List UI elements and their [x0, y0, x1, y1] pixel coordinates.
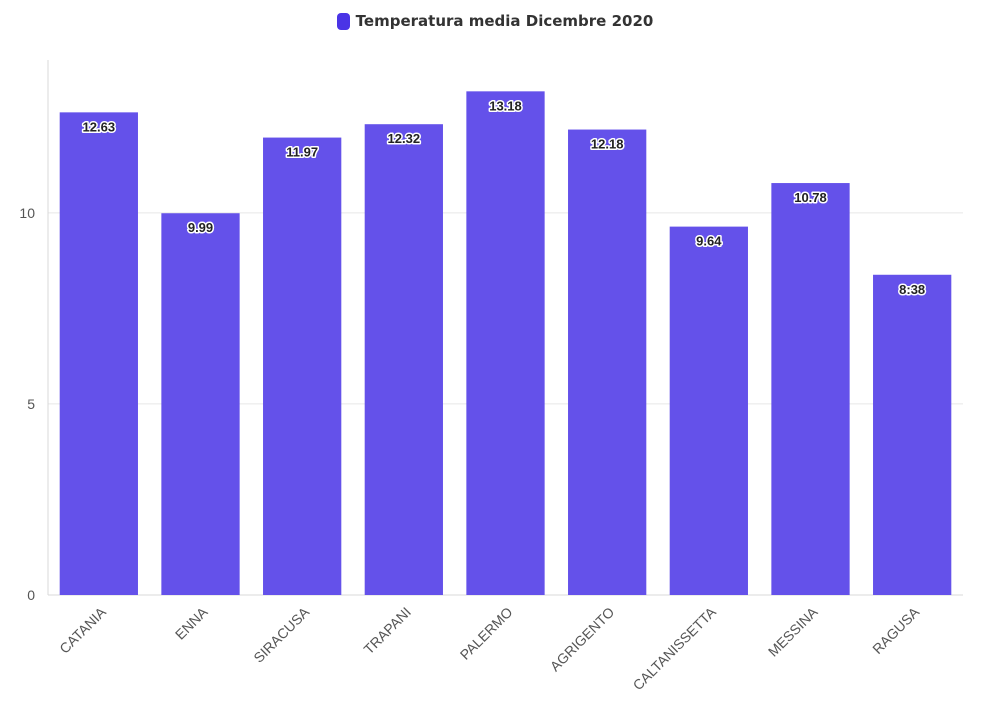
- x-tick-label: AGRIGENTO: [547, 604, 618, 675]
- x-tick-label: RAGUSA: [869, 603, 923, 657]
- x-tick-label: ENNA: [172, 603, 211, 642]
- x-tick-label: MESSINA: [765, 603, 821, 659]
- legend-label: Temperatura media Dicembre 2020: [355, 12, 654, 30]
- bar[interactable]: [59, 112, 138, 595]
- y-tick-label: 5: [27, 396, 35, 412]
- bar[interactable]: [669, 226, 748, 595]
- x-tick-label: CATANIA: [56, 603, 109, 656]
- bar[interactable]: [263, 137, 342, 595]
- bar-value-label: 12.32: [388, 131, 421, 146]
- bar[interactable]: [568, 129, 647, 596]
- y-tick-label: 0: [27, 587, 35, 603]
- bar-value-label: 13.18: [489, 98, 522, 113]
- bar-value-label: 9.99: [188, 220, 213, 235]
- bar-value-label: 8:38: [899, 282, 925, 297]
- bar-value-label: 11.97: [286, 145, 318, 160]
- data-labels: 12.63 9.99 11.97 12.32 13.18 12.18 9.64 10.78 8:…: [81, 97, 927, 298]
- bar-value-label: 12.18: [591, 137, 624, 152]
- x-tick-label: CALTANISSETTA: [630, 603, 720, 693]
- bar-value-label: 12.63: [83, 119, 116, 134]
- bar[interactable]: [873, 274, 952, 595]
- bar[interactable]: [771, 183, 850, 596]
- bar-value-label: 10.78: [794, 190, 827, 205]
- bar-value-label: 9.64: [696, 234, 722, 249]
- bar[interactable]: [466, 91, 545, 595]
- bar[interactable]: [161, 213, 240, 595]
- legend-swatch: [336, 12, 350, 30]
- bars: [59, 91, 952, 596]
- y-tick-label: 10: [19, 205, 35, 221]
- legend[interactable]: Temperatura media Dicembre 2020: [0, 12, 990, 30]
- x-tick-label: PALERMO: [457, 604, 516, 663]
- x-tick-label: SIRACUSA: [250, 603, 312, 665]
- x-tick-label: TRAPANI: [360, 604, 413, 657]
- bar[interactable]: [364, 124, 443, 595]
